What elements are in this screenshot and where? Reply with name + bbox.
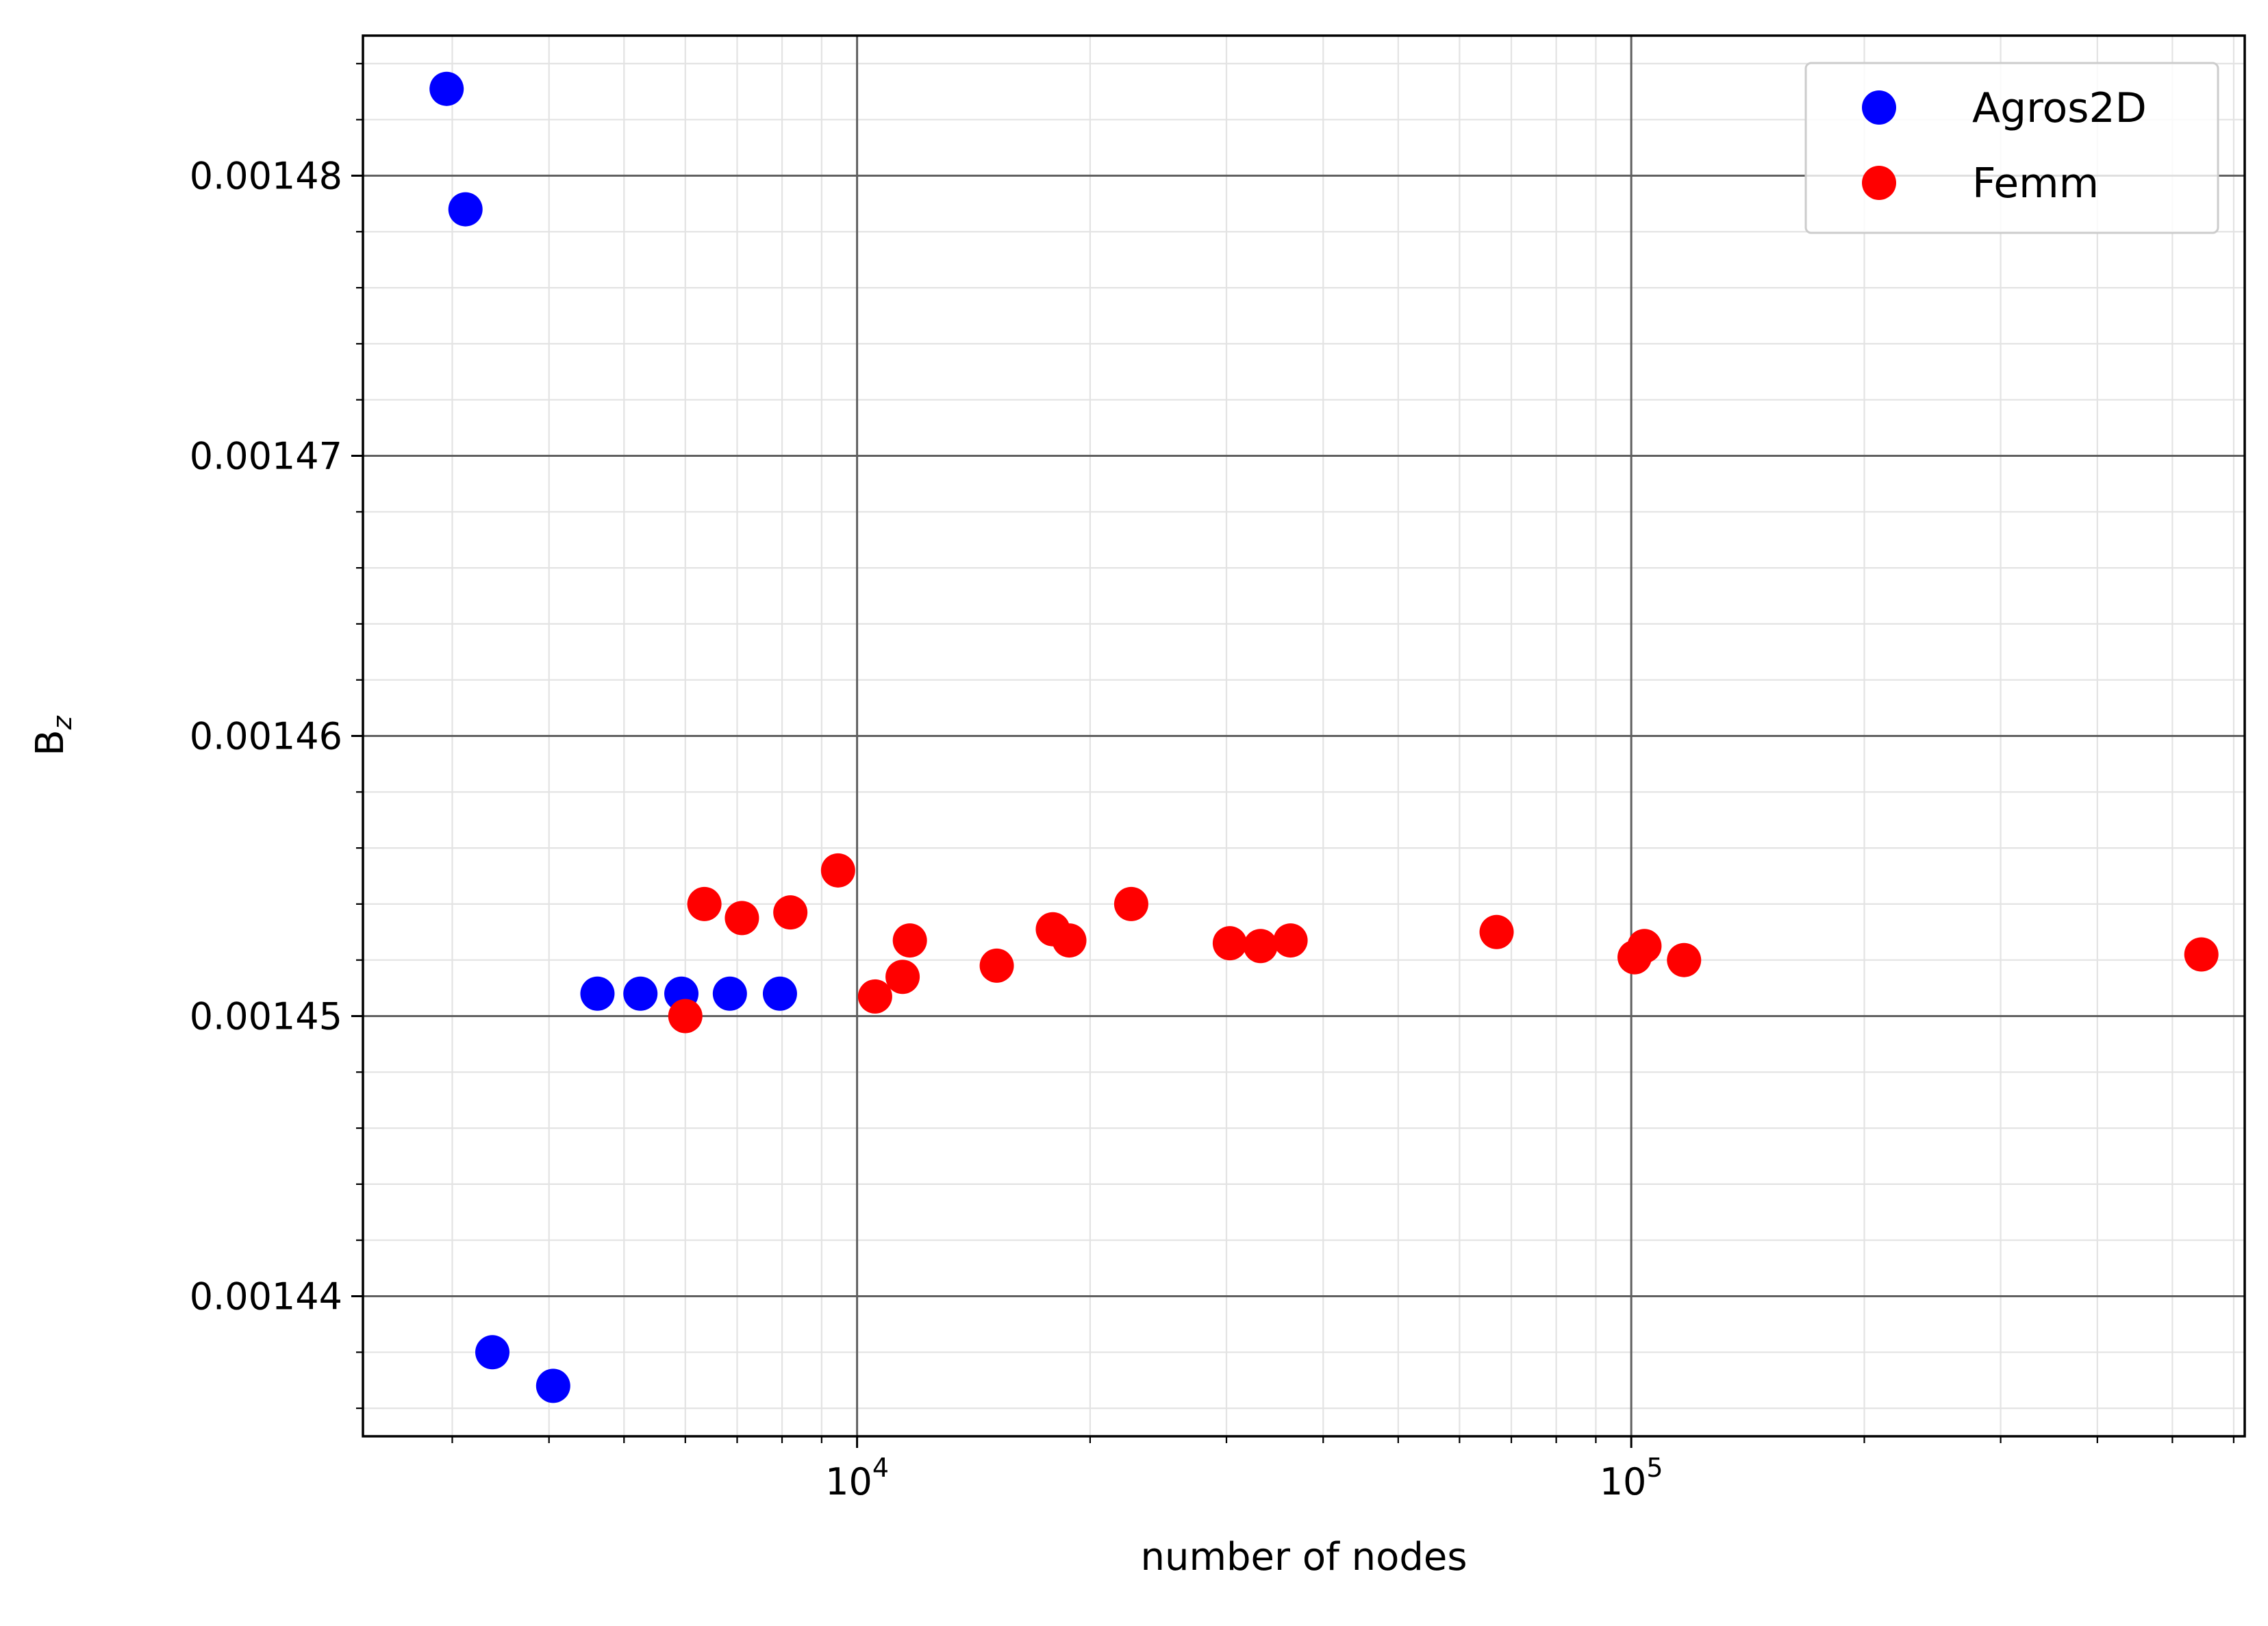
point-agros2d — [536, 1368, 570, 1403]
point-femm — [1479, 914, 1514, 949]
point-agros2d — [580, 976, 615, 1011]
legend-box — [1804, 62, 2219, 234]
y-axis-label-main: B — [28, 729, 73, 755]
x-tick-label-base: 10 — [1600, 1460, 1647, 1503]
legend-label-agros2d: Agros2D — [1972, 84, 2147, 132]
point-femm — [857, 979, 892, 1014]
y-tick-labels: 0.00144 0.00145 0.00146 0.00147 0.00148 — [190, 155, 342, 1318]
point-femm — [1627, 929, 1662, 964]
point-agros2d — [475, 1335, 510, 1370]
point-femm — [1113, 886, 1148, 921]
y-tick-label: 0.00146 — [190, 715, 342, 758]
y-axis-label: Bz — [28, 715, 77, 755]
x-tick-label-base: 10 — [825, 1460, 872, 1503]
x-tick-label: 105 — [1600, 1453, 1663, 1503]
y-axis-label-subscript: z — [47, 715, 77, 730]
axis-ticks — [351, 62, 2235, 1448]
point-femm — [1273, 923, 1308, 958]
x-axis-label: number of nodes — [1140, 1535, 1467, 1579]
point-femm — [724, 901, 759, 936]
legend-marker-femm — [1862, 166, 1896, 200]
x-tick-label-exponent: 4 — [872, 1453, 889, 1483]
point-femm — [979, 948, 1014, 983]
y-tick-label: 0.00145 — [190, 995, 342, 1038]
y-tick-label: 0.00144 — [190, 1275, 342, 1318]
y-tick-label: 0.00147 — [190, 435, 342, 478]
point-agros2d — [448, 192, 483, 227]
y-tick-label: 0.00148 — [190, 155, 342, 198]
x-tick-labels: 104 105 — [825, 1453, 1663, 1503]
legend-label-femm: Femm — [1972, 160, 2099, 208]
x-tick-label: 104 — [825, 1453, 889, 1503]
point-femm — [668, 999, 703, 1034]
point-femm — [1212, 926, 1247, 961]
x-tick-label-exponent: 5 — [1646, 1453, 1663, 1483]
point-agros2d — [712, 976, 747, 1011]
point-femm — [687, 886, 722, 921]
point-agros2d — [429, 71, 464, 106]
point-agros2d — [623, 976, 658, 1011]
point-femm — [773, 895, 808, 930]
legend-marker-agros2d — [1862, 90, 1896, 125]
legend: Agros2D Femm — [1804, 62, 2219, 234]
point-femm — [885, 960, 920, 995]
point-femm — [892, 923, 927, 958]
point-agros2d — [762, 976, 797, 1011]
data-points — [429, 71, 2219, 1403]
point-femm — [1667, 942, 1702, 977]
point-femm — [1243, 929, 1278, 964]
point-femm — [1052, 923, 1087, 958]
point-femm — [2184, 937, 2219, 972]
point-femm — [820, 853, 855, 888]
